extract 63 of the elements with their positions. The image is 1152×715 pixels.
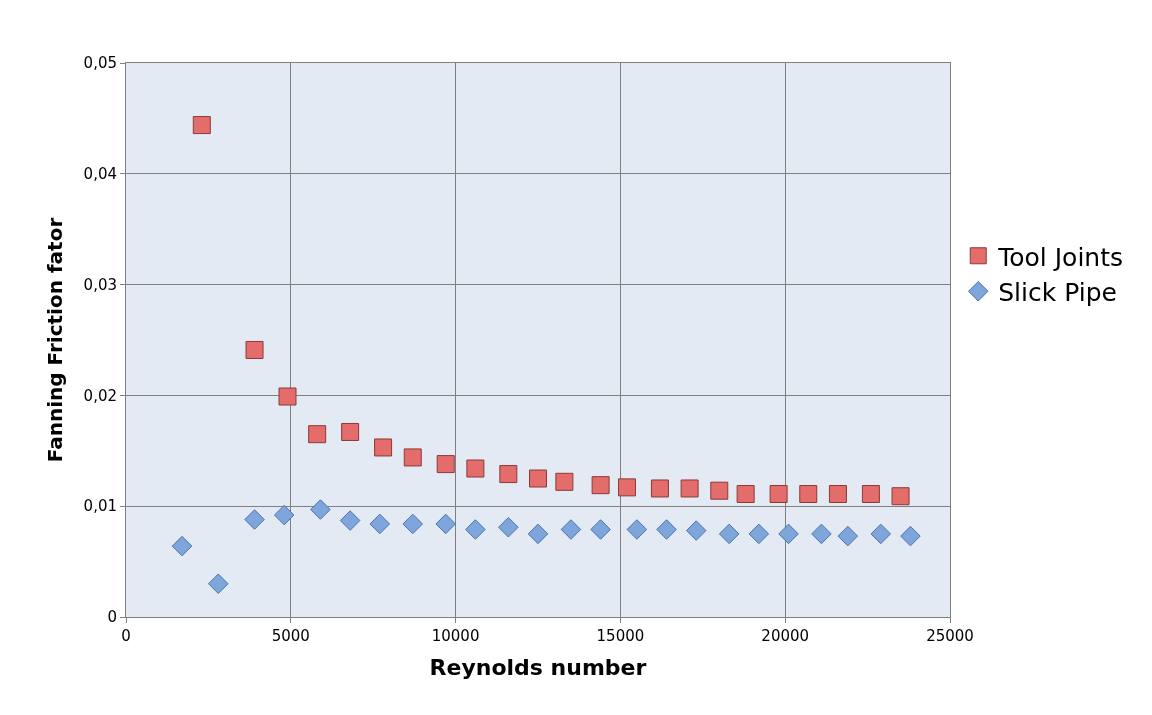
y-tick-label: 0,01 xyxy=(83,497,117,516)
point xyxy=(560,519,582,540)
point xyxy=(591,476,610,495)
point xyxy=(527,523,549,545)
point xyxy=(273,504,295,526)
point xyxy=(529,469,547,488)
y-tick-label: 0,03 xyxy=(83,275,117,294)
point xyxy=(369,513,391,535)
point xyxy=(799,485,818,504)
point xyxy=(339,510,361,531)
point xyxy=(245,340,264,359)
point xyxy=(680,479,699,498)
y-tick-label: 0 xyxy=(107,608,117,627)
point xyxy=(499,465,518,484)
point xyxy=(837,525,859,547)
point xyxy=(308,425,327,444)
legend-label: Tool Joints xyxy=(997,242,1124,272)
point xyxy=(685,520,707,541)
point xyxy=(710,481,729,500)
point xyxy=(656,519,677,540)
point xyxy=(435,513,456,535)
point xyxy=(278,387,297,406)
point xyxy=(626,519,648,540)
point xyxy=(555,472,574,491)
point xyxy=(748,523,770,545)
point xyxy=(466,459,485,478)
x-tick-label: 15000 xyxy=(596,627,645,645)
y-axis-title: Fanning Friction fator xyxy=(43,217,68,463)
y-tick-label: 0,04 xyxy=(83,165,117,184)
point xyxy=(900,525,921,547)
point xyxy=(718,523,740,545)
point xyxy=(650,479,669,498)
x-axis-title: Reynolds number xyxy=(429,654,647,680)
point xyxy=(870,523,892,545)
point xyxy=(769,485,788,504)
point xyxy=(861,485,880,504)
point xyxy=(828,485,847,504)
y-tick-label: 0,02 xyxy=(83,386,117,405)
point xyxy=(891,487,910,506)
y-tick-label: 0,05 xyxy=(83,54,117,73)
point xyxy=(617,478,636,497)
x-tick-label: 10000 xyxy=(431,627,480,645)
point xyxy=(498,517,519,538)
point xyxy=(192,116,211,135)
point xyxy=(402,513,423,535)
point xyxy=(374,438,393,457)
point xyxy=(171,535,193,557)
point xyxy=(736,485,755,504)
point xyxy=(811,523,832,545)
x-tick-label: 5000 xyxy=(271,627,310,645)
x-tick-label: 0 xyxy=(121,627,131,645)
legend-label: Slick Pipe xyxy=(998,278,1117,308)
point xyxy=(465,519,486,540)
x-tick-label: 25000 xyxy=(926,627,974,645)
point xyxy=(436,455,455,474)
point xyxy=(244,509,265,530)
point xyxy=(341,422,360,441)
point xyxy=(590,519,611,540)
point xyxy=(208,573,229,595)
point xyxy=(778,523,799,545)
point xyxy=(310,499,331,520)
x-tick-label: 20000 xyxy=(761,627,810,645)
point xyxy=(403,448,422,467)
